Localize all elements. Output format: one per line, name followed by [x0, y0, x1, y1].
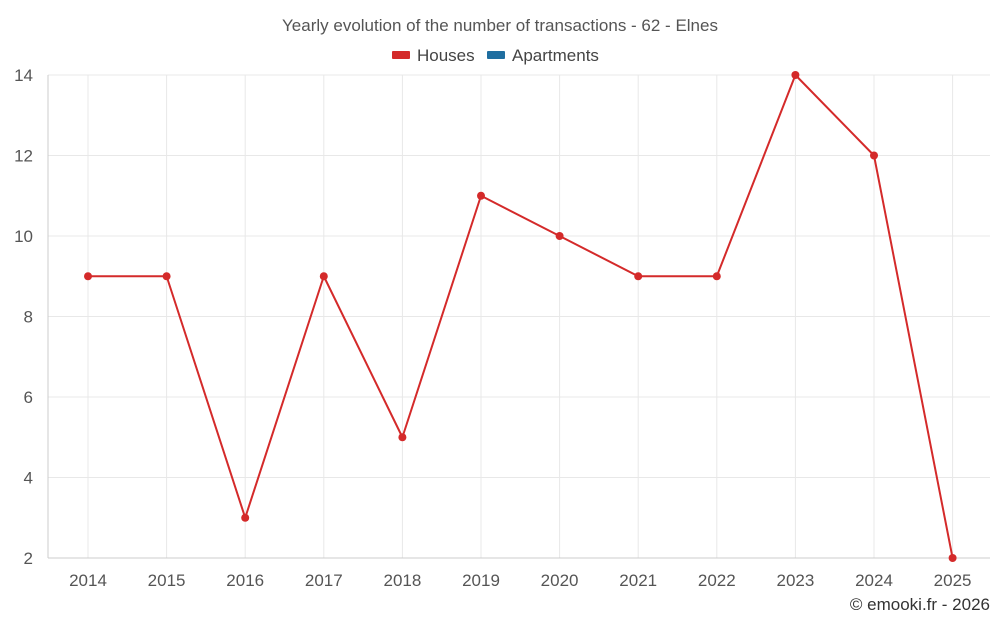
y-tick-label-8: 8 — [24, 308, 33, 327]
x-tick-label-2021: 2021 — [619, 571, 657, 590]
chart-title: Yearly evolution of the number of transa… — [282, 16, 718, 35]
series-houses — [84, 71, 957, 562]
data-point-houses-2023[interactable] — [791, 71, 800, 79]
legend-label-houses: Houses — [417, 46, 475, 65]
data-point-houses-2015[interactable] — [162, 272, 171, 281]
x-tick-label-2016: 2016 — [226, 571, 264, 590]
x-tick-label-2017: 2017 — [305, 571, 343, 590]
y-tick-label-4: 4 — [24, 469, 33, 488]
x-axis: 2014 2015 2016 2017 2018 2019 2020 2021 2022 2023… — [48, 557, 990, 590]
data-point-houses-2018[interactable] — [398, 433, 407, 442]
x-tick-label-2018: 2018 — [383, 571, 421, 590]
y-tick-label-6: 6 — [24, 388, 33, 407]
x-tick-label-2023: 2023 — [776, 571, 814, 590]
data-point-houses-2021[interactable] — [634, 272, 643, 281]
data-point-houses-2025[interactable] — [948, 554, 957, 562]
y-axis: 2 4 6 8 10 12 14 — [14, 66, 49, 568]
x-tick-label-2014: 2014 — [69, 571, 107, 590]
legend-label-apartments: Apartments — [512, 46, 599, 65]
credit-text: © emooki.fr - 2026 — [850, 595, 990, 614]
legend-item-houses[interactable]: Houses — [392, 46, 475, 65]
data-point-houses-2019[interactable] — [477, 191, 485, 200]
y-tick-label-12: 12 — [14, 147, 33, 166]
data-point-houses-2022[interactable] — [712, 272, 721, 281]
data-point-houses-2014[interactable] — [84, 272, 92, 281]
y-tick-label-14: 14 — [14, 66, 33, 85]
series-line-houses — [88, 74, 954, 559]
data-point-houses-2020[interactable] — [555, 232, 564, 240]
x-tick-label-2015: 2015 — [148, 571, 186, 590]
x-tick-label-2019: 2019 — [462, 571, 500, 590]
y-tick-label-10: 10 — [14, 227, 33, 246]
data-point-houses-2016[interactable] — [241, 513, 250, 522]
grid — [48, 74, 990, 559]
data-point-houses-2024[interactable] — [870, 151, 878, 160]
x-tick-label-2020: 2020 — [541, 571, 579, 590]
legend-swatch-apartments — [487, 51, 505, 59]
data-point-houses-2017[interactable] — [319, 272, 328, 281]
y-tick-label-2: 2 — [24, 549, 33, 568]
x-tick-label-2024: 2024 — [855, 571, 893, 590]
legend-swatch-houses — [392, 51, 410, 59]
legend-item-apartments[interactable]: Apartments — [487, 46, 599, 65]
x-tick-label-2025: 2025 — [934, 571, 972, 590]
x-tick-label-2022: 2022 — [698, 571, 736, 590]
legend: Houses Apartments — [392, 46, 599, 65]
